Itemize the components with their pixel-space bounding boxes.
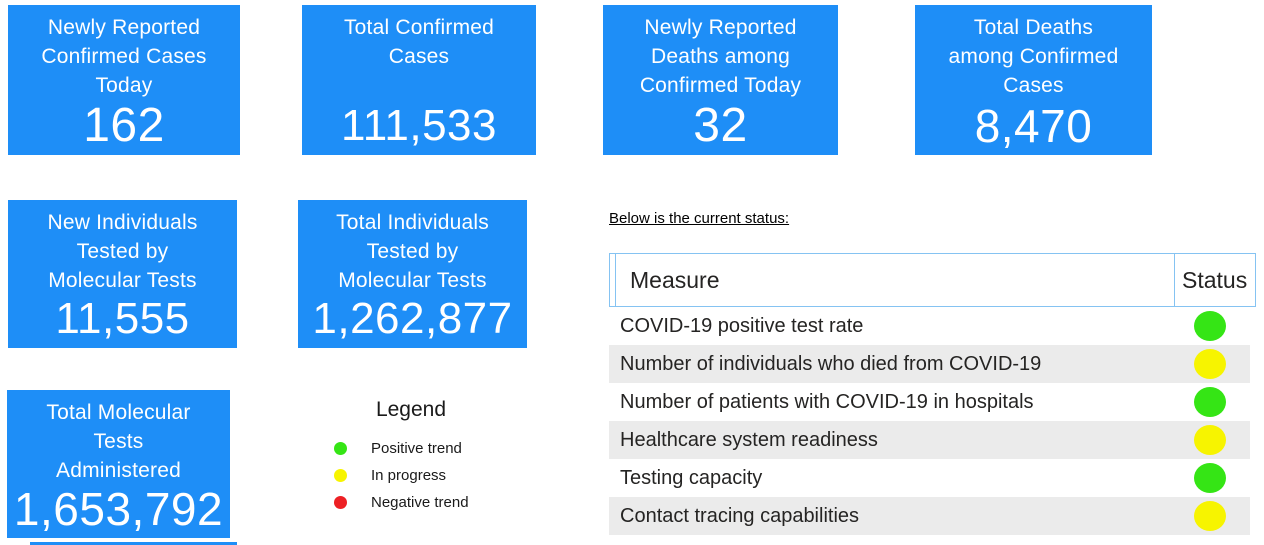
status-indicator-icon: [1194, 387, 1226, 417]
card-newly-reported-confirmed-cases-today[interactable]: Newly Reported Confirmed Cases Today 162: [8, 5, 240, 155]
card-value: 111,533: [340, 101, 498, 150]
legend: Legend Positive trend In progress Negati…: [318, 398, 504, 516]
card-value: 32: [693, 99, 748, 152]
row-measure-label: Healthcare system readiness: [620, 428, 878, 451]
card-total-confirmed-cases[interactable]: Total Confirmed Cases 111,533: [302, 5, 536, 155]
status-indicator-icon: [1194, 311, 1226, 341]
table-row[interactable]: COVID-19 positive test rate: [609, 307, 1250, 345]
card-total-molecular-tests[interactable]: Total Molecular Tests Administered 1,653…: [7, 390, 230, 538]
legend-item-label: Positive trend: [371, 440, 462, 457]
card-title: Total Deaths among Confirmed Cases: [948, 16, 1119, 97]
card-value: 162: [83, 99, 165, 152]
in-progress-dot-icon: [334, 469, 347, 482]
table-row[interactable]: Number of patients with COVID-19 in hosp…: [609, 383, 1250, 421]
status-indicator-icon: [1194, 349, 1226, 379]
status-indicator-icon: [1194, 425, 1226, 455]
negative-trend-dot-icon: [334, 496, 347, 509]
card-newly-reported-deaths-today[interactable]: Newly Reported Deaths among Confirmed To…: [603, 5, 838, 155]
status-section-heading: Below is the current status:: [609, 210, 790, 227]
row-measure-label: COVID-19 positive test rate: [620, 314, 864, 337]
row-measure-label: Testing capacity: [620, 466, 763, 489]
row-measure-label: Contact tracing capabilities: [620, 504, 860, 527]
status-table: Measure Status COVID-19 positive test ra…: [609, 253, 1256, 535]
status-column-header: Status: [1182, 266, 1248, 293]
card-title: New Individuals Tested by Molecular Test…: [47, 211, 198, 292]
card-value: 11,555: [55, 294, 190, 343]
status-indicator-icon: [1194, 501, 1226, 531]
card-title: Total Molecular Tests Administered: [46, 401, 191, 482]
legend-item: In progress: [318, 462, 504, 489]
card-value: 1,262,877: [312, 294, 513, 343]
table-row[interactable]: Testing capacity: [609, 459, 1250, 497]
row-measure-label: Number of individuals who died from COVI…: [620, 352, 1042, 375]
legend-item-label: Negative trend: [371, 494, 469, 511]
card-title: Newly Reported Confirmed Cases Today: [41, 16, 207, 97]
card-value: 8,470: [974, 100, 1093, 152]
card-title: Total Individuals Tested by Molecular Te…: [336, 211, 489, 292]
table-row[interactable]: Number of individuals who died from COVI…: [609, 345, 1250, 383]
card-total-individuals-tested[interactable]: Total Individuals Tested by Molecular Te…: [298, 200, 527, 348]
measure-column-header: Measure: [630, 266, 720, 293]
positive-trend-dot-icon: [334, 442, 347, 455]
status-indicator-icon: [1194, 463, 1226, 493]
legend-item: Positive trend: [318, 435, 504, 462]
status-table-header: Measure Status: [609, 253, 1256, 307]
header-inner-divider: [615, 254, 616, 306]
table-row[interactable]: Contact tracing capabilities: [609, 497, 1250, 535]
row-measure-label: Number of patients with COVID-19 in hosp…: [620, 390, 1034, 413]
card-value: 1,653,792: [13, 483, 224, 535]
card-title: Total Confirmed Cases: [343, 16, 495, 68]
card-title: Newly Reported Deaths among Confirmed To…: [639, 16, 802, 97]
card-new-individuals-tested[interactable]: New Individuals Tested by Molecular Test…: [8, 200, 237, 348]
column-divider: [1174, 254, 1175, 306]
legend-title: Legend: [375, 398, 447, 421]
table-row[interactable]: Healthcare system readiness: [609, 421, 1250, 459]
partial-card-edge: [30, 542, 237, 545]
card-total-deaths[interactable]: Total Deaths among Confirmed Cases 8,470: [915, 5, 1152, 155]
legend-item: Negative trend: [318, 489, 504, 516]
legend-item-label: In progress: [371, 467, 447, 484]
